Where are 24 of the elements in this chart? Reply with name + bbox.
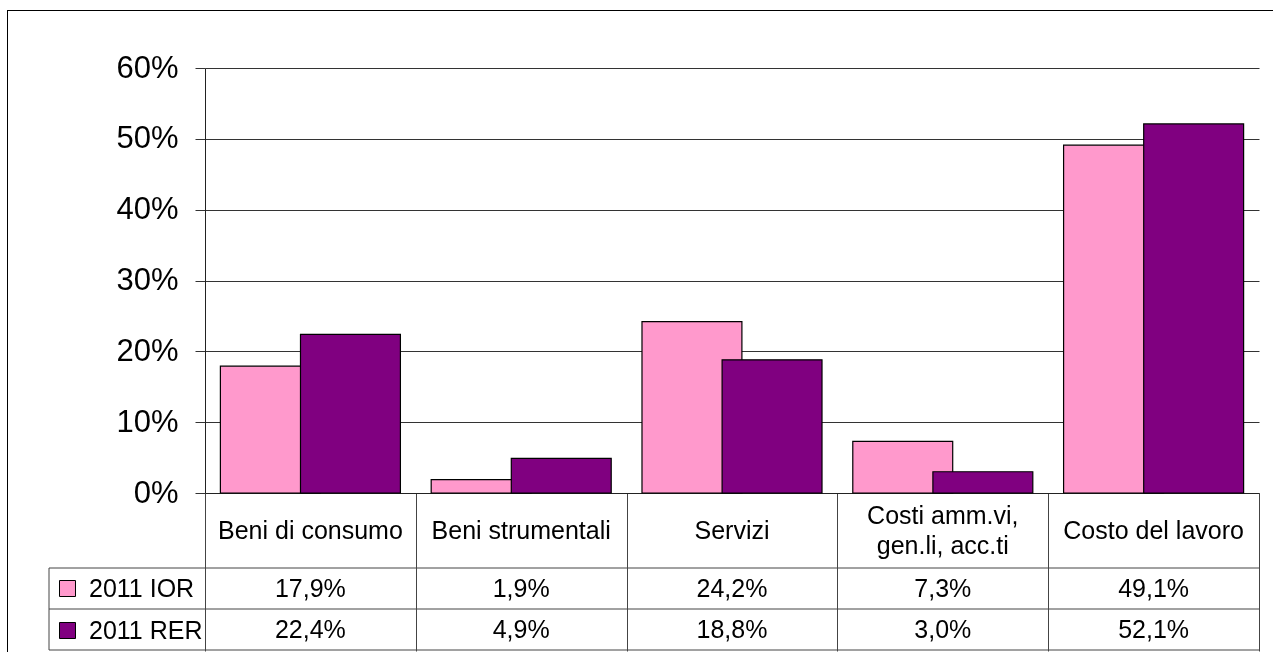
y-tick-label: 50% — [116, 120, 179, 156]
data-label: 4,9% — [492, 614, 550, 643]
data-label: 22,4% — [274, 614, 346, 643]
data-label: 17,9% — [274, 573, 346, 602]
data-label: 24,2% — [696, 573, 768, 602]
data-label: 52,1% — [1118, 614, 1190, 643]
data-label: 7,3% — [914, 573, 972, 602]
y-tick-label: 10% — [116, 403, 179, 439]
y-tick-label: 60% — [116, 49, 179, 85]
data-label: 1,9% — [492, 573, 550, 602]
data-label: 49,1% — [1118, 573, 1190, 602]
legend-label: 2011 RER — [89, 615, 203, 644]
x-tick-label: Beni di consumo — [217, 515, 403, 544]
y-tick-label: 40% — [116, 191, 179, 227]
legend-label: 2011 IOR — [89, 573, 195, 602]
x-tick-label: Costi amm.vi, gen.li, acc.ti — [867, 500, 1019, 559]
data-label: 18,8% — [696, 614, 768, 643]
data-label: 3,0% — [914, 614, 972, 643]
x-tick-label: Costo del lavoro — [1063, 515, 1244, 544]
y-tick-label: 30% — [116, 262, 179, 297]
x-tick-label: Beni strumentali — [431, 515, 611, 544]
y-tick-label: 0% — [133, 474, 179, 510]
x-tick-label: Servizi — [694, 515, 770, 544]
y-tick-label: 20% — [116, 332, 179, 368]
